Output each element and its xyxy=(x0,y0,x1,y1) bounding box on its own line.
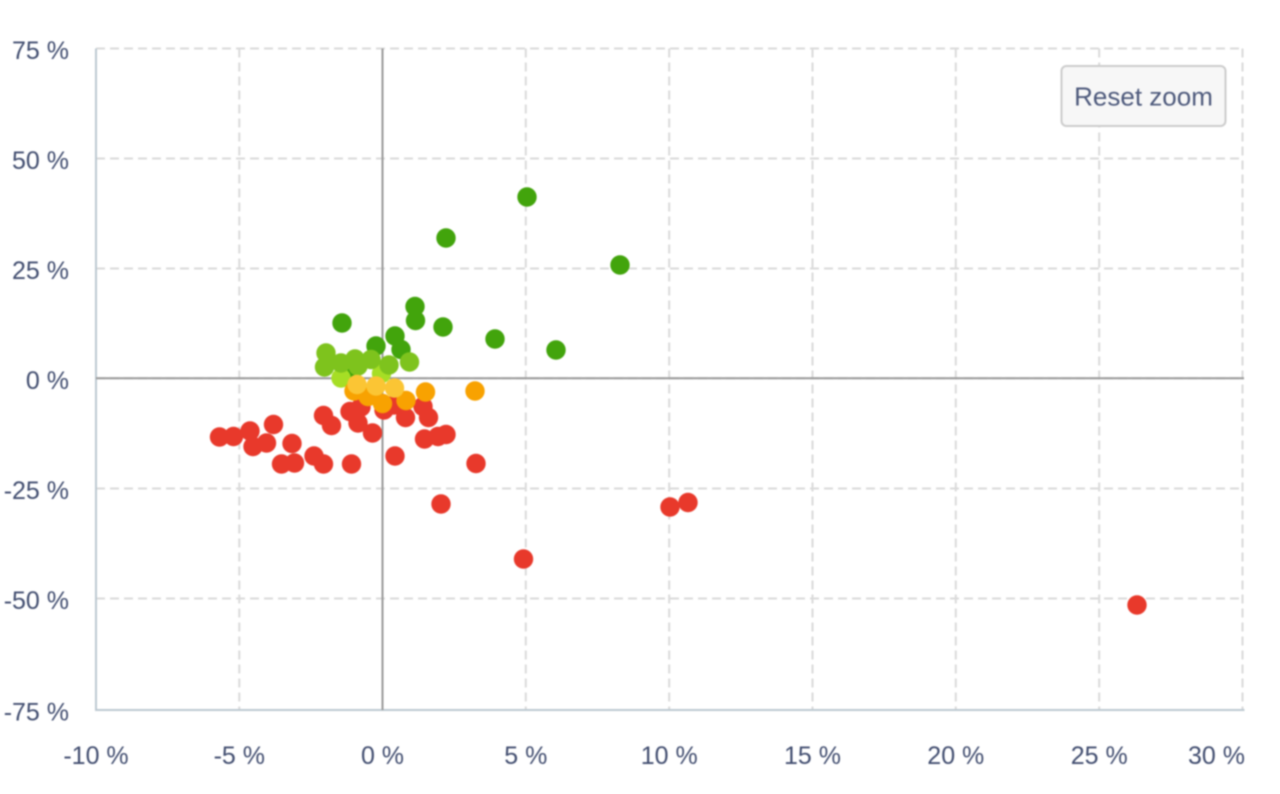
svg-text:-25 %: -25 % xyxy=(4,477,69,505)
svg-text:20 %: 20 % xyxy=(927,742,984,770)
svg-text:-50 %: -50 % xyxy=(4,587,69,615)
svg-text:-75 %: -75 % xyxy=(4,699,69,727)
svg-text:25 %: 25 % xyxy=(12,257,69,285)
svg-text:Reset zoom: Reset zoom xyxy=(1074,82,1213,112)
svg-text:10 %: 10 % xyxy=(641,742,698,770)
svg-text:30 %: 30 % xyxy=(1188,742,1245,770)
svg-text:0 %: 0 % xyxy=(26,367,69,395)
svg-text:-10 %: -10 % xyxy=(63,742,128,770)
svg-text:75 %: 75 % xyxy=(12,37,69,65)
svg-text:-5 %: -5 % xyxy=(214,742,265,770)
svg-text:25 %: 25 % xyxy=(1071,742,1128,770)
svg-text:50 %: 50 % xyxy=(12,147,69,175)
svg-text:5 %: 5 % xyxy=(504,742,547,770)
svg-text:0 %: 0 % xyxy=(361,742,404,770)
svg-text:15 %: 15 % xyxy=(784,742,841,770)
